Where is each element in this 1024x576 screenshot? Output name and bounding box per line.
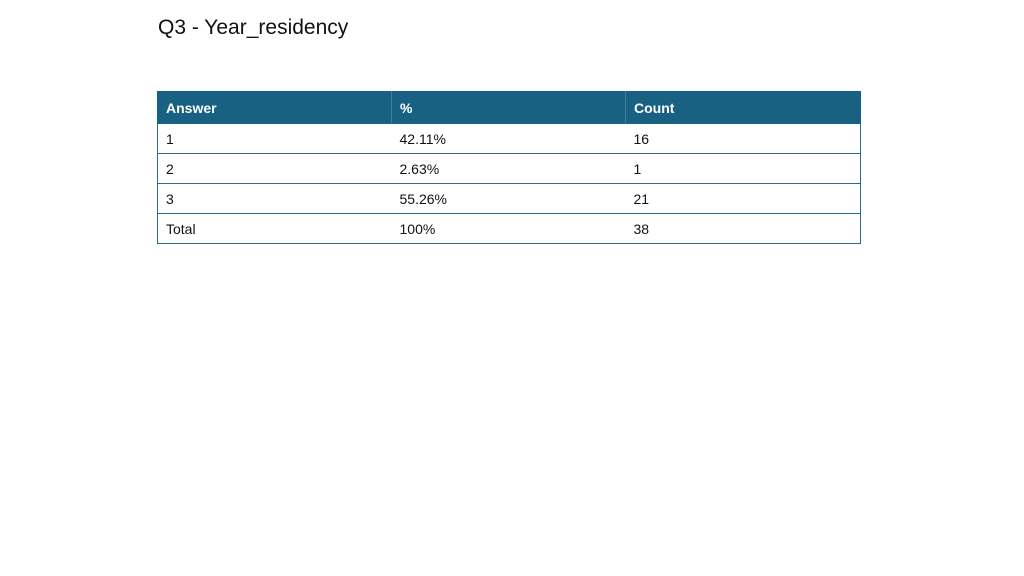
column-header-answer: Answer — [157, 91, 392, 124]
column-header-count: Count — [625, 91, 861, 124]
count-cell: 1 — [625, 153, 861, 184]
total-label-cell: Total — [157, 213, 392, 244]
total-percent-cell: 100% — [391, 213, 626, 244]
answer-cell: 1 — [157, 123, 392, 154]
table-row: 2 2.63% 1 — [157, 153, 861, 184]
table-body: 1 42.11% 16 2 2.63% 1 3 55.26% 21 Total … — [157, 123, 861, 244]
answer-cell: 3 — [157, 183, 392, 214]
count-cell: 21 — [625, 183, 861, 214]
results-table: Answer % Count 1 42.11% 16 2 2.63% 1 3 5… — [157, 91, 861, 244]
table-row: 1 42.11% 16 — [157, 123, 861, 154]
table-row: 3 55.26% 21 — [157, 183, 861, 214]
table-header: Answer % Count — [157, 91, 861, 124]
header-row: Answer % Count — [157, 91, 861, 124]
answer-cell: 2 — [157, 153, 392, 184]
percent-cell: 42.11% — [391, 123, 626, 154]
count-cell: 16 — [625, 123, 861, 154]
column-header-percent: % — [391, 91, 626, 124]
total-count-cell: 38 — [625, 213, 861, 244]
percent-cell: 55.26% — [391, 183, 626, 214]
total-row: Total 100% 38 — [157, 213, 861, 244]
page-title: Q3 - Year_residency — [158, 16, 349, 39]
percent-cell: 2.63% — [391, 153, 626, 184]
